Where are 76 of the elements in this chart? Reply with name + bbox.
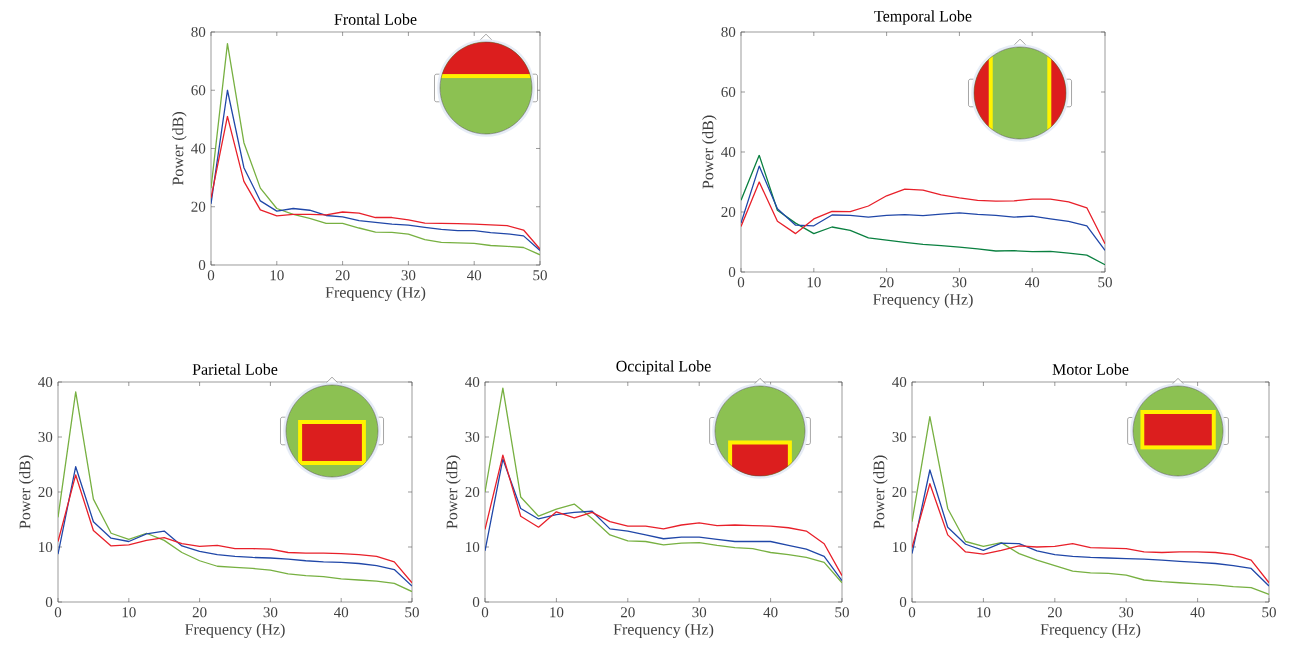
x-axis-title: Frequency (Hz)	[185, 623, 285, 639]
y-axis-title: Power (dB)	[19, 455, 34, 529]
y-tick-label: 10	[466, 541, 480, 553]
line-series	[211, 42, 540, 256]
y-tick-label: 80	[721, 26, 736, 38]
y-tick-label: 10	[893, 541, 907, 553]
chart-title: Parietal Lobe	[192, 363, 278, 375]
line-series	[741, 165, 1106, 252]
y-axis-title: Power (dB)	[172, 112, 187, 186]
y-tick-label: 20	[721, 206, 736, 218]
x-tick-label: 50	[1262, 607, 1276, 618]
y-tick-label: 40	[38, 376, 53, 388]
y-tick-label: 0	[198, 259, 206, 271]
x-tick-label: 30	[952, 277, 967, 288]
x-tick-label: 20	[620, 607, 635, 618]
x-tick-label: 0	[54, 607, 62, 618]
y-tick-label: 20	[191, 201, 206, 212]
y-tick-label: 10	[39, 541, 53, 553]
x-tick-label: 0	[207, 270, 215, 281]
x-axis-title: Frequency (Hz)	[873, 293, 973, 309]
y-tick-label: 30	[465, 431, 480, 443]
y-tick-label: 20	[38, 486, 53, 498]
y-tick-label: 40	[465, 376, 480, 388]
x-tick-label: 10	[270, 270, 284, 281]
line-series	[485, 387, 843, 584]
line-series	[211, 115, 540, 250]
chart-title: Occipital Lobe	[616, 360, 711, 375]
x-tick-label: 30	[401, 270, 416, 281]
x-tick-label: 30	[692, 607, 707, 618]
line-series	[741, 181, 1106, 245]
x-tick-label: 50	[533, 270, 547, 281]
chart-title: Frontal Lobe	[334, 13, 417, 25]
y-tick-label: 0	[472, 596, 480, 608]
y-tick-label: 60	[191, 85, 206, 96]
line-series	[912, 416, 1270, 595]
x-tick-label: 20	[335, 270, 350, 281]
x-tick-label: 50	[835, 607, 849, 618]
chart-title: Motor Lobe	[1052, 363, 1129, 375]
y-tick-label: 0	[45, 596, 53, 608]
chart-title: Temporal Lobe	[874, 10, 972, 25]
x-tick-label: 10	[550, 607, 564, 618]
y-tick-label: 20	[465, 486, 480, 498]
x-tick-label: 10	[122, 607, 136, 618]
x-axis-title: Frequency (Hz)	[613, 623, 714, 639]
y-tick-label: 40	[892, 376, 907, 388]
y-tick-label: 30	[38, 431, 53, 443]
x-tick-label: 40	[763, 607, 778, 618]
y-tick-label: 0	[899, 596, 907, 608]
x-tick-label: 0	[737, 277, 745, 288]
y-axis-title: Power (dB)	[702, 115, 717, 189]
x-tick-label: 40	[1025, 277, 1040, 288]
line-series	[58, 391, 412, 593]
y-tick-label: 40	[721, 146, 736, 158]
y-axis-title: Power (dB)	[446, 455, 461, 529]
line-series	[741, 154, 1106, 266]
x-axis-title: Frequency (Hz)	[1040, 623, 1141, 639]
y-tick-label: 80	[191, 26, 206, 38]
y-axis-title: Power (dB)	[873, 455, 888, 529]
x-tick-label: 30	[263, 607, 278, 618]
x-tick-label: 50	[1098, 277, 1112, 288]
x-tick-label: 10	[807, 277, 821, 288]
x-tick-label: 30	[1119, 607, 1134, 618]
x-tick-label: 0	[908, 607, 916, 618]
x-tick-label: 10	[977, 607, 991, 618]
x-tick-label: 40	[334, 607, 349, 618]
x-tick-label: 20	[1047, 607, 1062, 618]
x-tick-label: 50	[405, 607, 419, 618]
y-tick-label: 40	[191, 143, 206, 154]
line-series	[211, 89, 540, 252]
x-tick-label: 20	[879, 277, 894, 288]
y-tick-label: 20	[892, 486, 907, 498]
x-axis-title: Frequency (Hz)	[325, 286, 426, 302]
x-tick-label: 0	[481, 607, 489, 618]
y-tick-label: 30	[892, 431, 907, 443]
y-tick-label: 60	[721, 86, 736, 98]
x-tick-label: 40	[1190, 607, 1205, 618]
